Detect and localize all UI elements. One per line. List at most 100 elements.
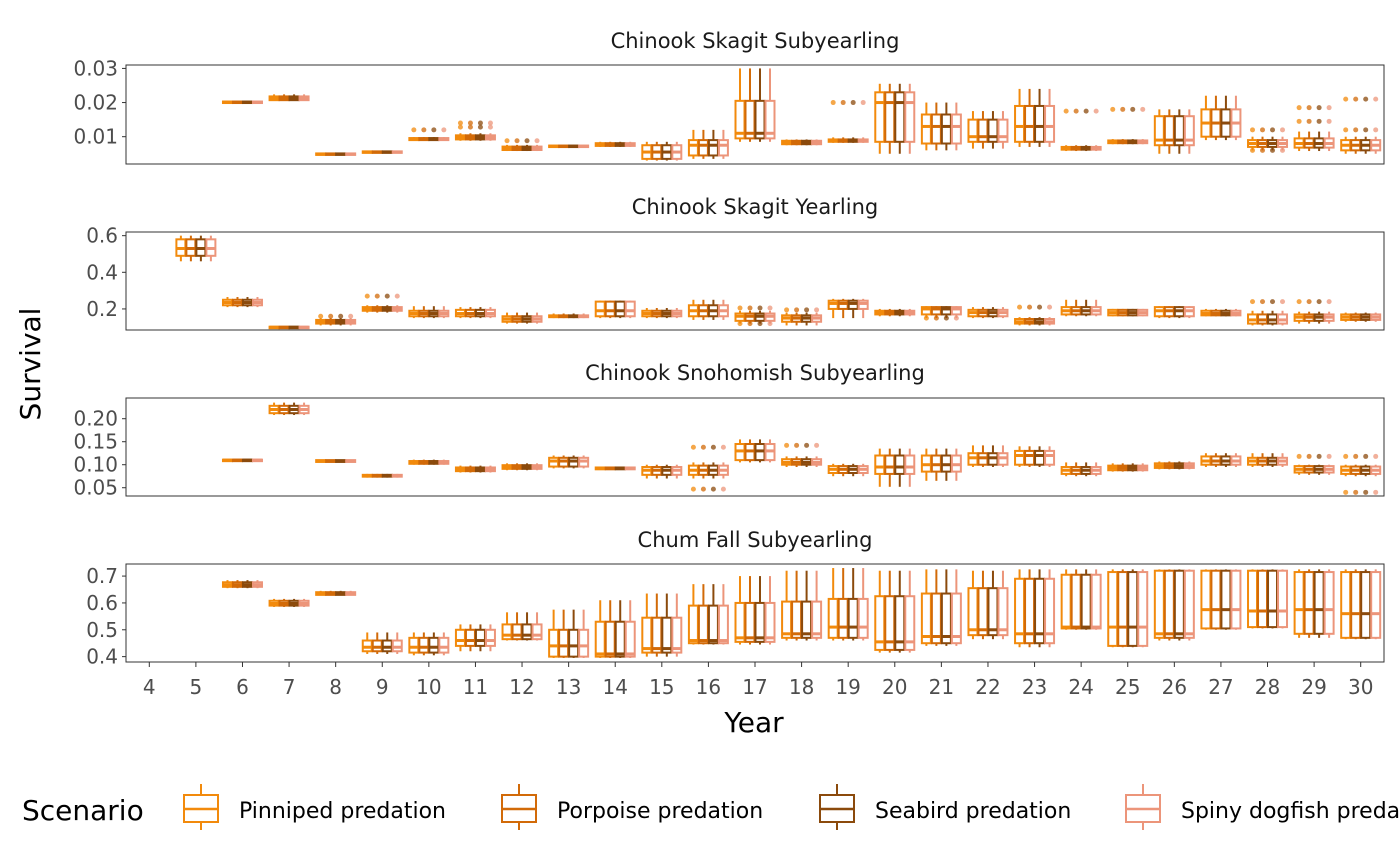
- outlier-point: [1363, 453, 1369, 459]
- box-iqr: [707, 139, 719, 157]
- box-12-seabird-predation: [521, 138, 533, 152]
- outlier-point: [1343, 453, 1349, 459]
- box-iqr: [1230, 569, 1242, 630]
- legend-key-pinniped-predation: [183, 784, 219, 830]
- box-10-porpoise-predation: [418, 127, 430, 142]
- box-11-spiny-dogfish-predation: [484, 307, 496, 319]
- box-iqr: [1044, 577, 1056, 645]
- box-22-seabird-predation: [987, 445, 999, 468]
- box-26-seabird-predation: [1173, 461, 1185, 470]
- box-30-porpoise-predation: [1350, 569, 1362, 640]
- box-12-seabird-predation: [521, 463, 533, 471]
- box-14-seabird-predation: [614, 600, 626, 658]
- outlier-point: [1353, 96, 1359, 102]
- x-tick-label: 19: [835, 675, 860, 699]
- x-tick-label: 9: [376, 675, 389, 699]
- box-15-spiny-dogfish-predation: [671, 141, 683, 161]
- box-27-seabird-predation: [1220, 453, 1232, 468]
- box-24-pinniped-predation: [1060, 299, 1072, 317]
- box-iqr: [531, 623, 543, 641]
- box-iqr: [904, 595, 916, 651]
- box-iqr: [1277, 569, 1289, 629]
- outlier-point: [467, 124, 473, 130]
- outlier-point: [318, 313, 324, 319]
- box-12-porpoise-predation: [511, 612, 523, 641]
- box-11-seabird-predation: [474, 465, 486, 473]
- box-8-seabird-predation: [335, 590, 347, 596]
- box-iqr: [408, 636, 420, 654]
- box-23-spiny-dogfish-predation: [1044, 569, 1056, 648]
- box-10-spiny-dogfish-predation: [438, 306, 450, 319]
- outlier-point: [1063, 108, 1069, 114]
- box-12-pinniped-predation: [501, 138, 513, 152]
- box-24-pinniped-predation: [1060, 462, 1072, 477]
- outlier-point: [804, 442, 810, 448]
- box-23-porpoise-predation: [1024, 88, 1036, 147]
- outlier-point: [1260, 147, 1266, 153]
- outlier-point: [1316, 118, 1322, 124]
- box-17-seabird-predation: [754, 439, 766, 463]
- box-25-porpoise-predation: [1117, 569, 1129, 648]
- box-13-porpoise-predation: [558, 144, 570, 149]
- outlier-point: [794, 442, 800, 448]
- x-tick-label: 13: [556, 675, 581, 699]
- legend-key-seabird-predation: [819, 784, 855, 830]
- x-axis: 4 5 6 7 8 9 10 11 12 13 14 15 16 17 18 19 20 21 22 23 24 25 26…: [143, 662, 1373, 699]
- box-29-porpoise-predation: [1303, 569, 1315, 638]
- outlier-point: [830, 100, 836, 106]
- box-17-porpoise-predation: [744, 576, 756, 645]
- box-21-porpoise-predation: [930, 569, 942, 646]
- box-25-seabird-predation: [1127, 463, 1139, 472]
- outlier-point: [1017, 304, 1023, 310]
- box-9-pinniped-predation: [361, 632, 373, 654]
- box-13-pinniped-predation: [548, 455, 560, 469]
- box-26-porpoise-predation: [1163, 569, 1175, 641]
- box-iqr: [1034, 104, 1046, 143]
- legend-title: Scenario: [22, 794, 144, 827]
- box-25-pinniped-predation: [1107, 569, 1119, 648]
- box-26-spiny-dogfish-predation: [1183, 306, 1195, 319]
- box-21-pinniped-predation: [920, 102, 932, 151]
- box-22-porpoise-predation: [977, 307, 989, 319]
- box-14-spiny-dogfish-predation: [624, 141, 636, 147]
- box-iqr: [904, 454, 916, 475]
- outlier-point: [757, 305, 763, 311]
- boxes: [221, 68, 1382, 161]
- box-16-pinniped-predation: [687, 299, 699, 320]
- box-8-pinniped-predation: [315, 459, 327, 463]
- box-7-spiny-dogfish-predation: [298, 402, 310, 416]
- outlier-point: [1110, 106, 1116, 112]
- box-iqr: [967, 587, 979, 637]
- box-27-seabird-predation: [1220, 95, 1232, 141]
- box-iqr: [837, 597, 849, 639]
- box-22-spiny-dogfish-predation: [997, 570, 1009, 640]
- outlier-point: [1027, 304, 1033, 310]
- box-5-porpoise-predation: [185, 235, 197, 262]
- outlier-point: [421, 127, 427, 133]
- outlier-point: [384, 293, 390, 299]
- box-14-porpoise-predation: [604, 600, 616, 658]
- box-30-seabird-predation: [1360, 312, 1372, 322]
- box-iqr: [1370, 571, 1382, 639]
- box-22-seabird-predation: [987, 111, 999, 149]
- box-10-porpoise-predation: [418, 459, 430, 465]
- panel-title: Chum Fall Subyearling: [638, 528, 873, 552]
- box-16-pinniped-predation: [687, 444, 699, 492]
- box-18-seabird-predation: [801, 442, 813, 468]
- box-8-spiny-dogfish-predation: [345, 590, 357, 596]
- box-iqr: [501, 623, 513, 641]
- box-iqr: [614, 300, 626, 318]
- box-iqr: [687, 139, 699, 157]
- outlier-point: [953, 315, 959, 321]
- panel-title: Chinook Skagit Subyearling: [611, 29, 900, 53]
- box-30-pinniped-predation: [1340, 453, 1352, 495]
- box-11-porpoise-predation: [464, 307, 476, 319]
- outlier-point: [524, 138, 530, 144]
- box-22-spiny-dogfish-predation: [997, 445, 1009, 468]
- box-13-pinniped-predation: [548, 609, 560, 658]
- y-tick-label: 0.6: [86, 224, 118, 248]
- box-iqr: [1183, 569, 1195, 639]
- box-26-seabird-predation: [1173, 569, 1185, 641]
- outlier-point: [1296, 453, 1302, 459]
